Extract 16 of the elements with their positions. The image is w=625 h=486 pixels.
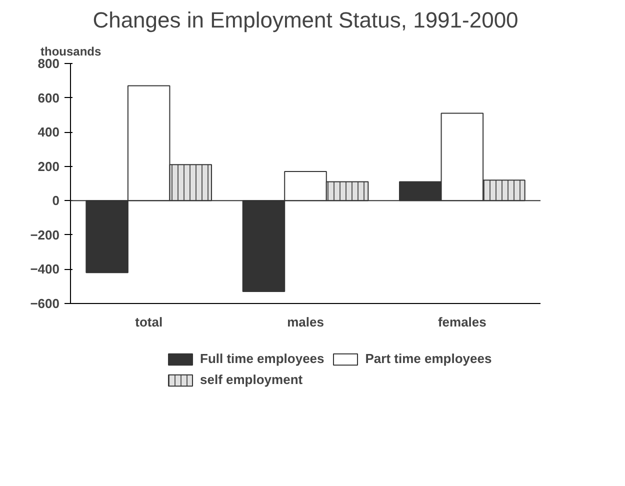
y-tick-label: −600 [30,296,60,311]
chart-title: Changes in Employment Status, 1991-2000 [92,8,518,32]
legend-label: self employment [200,372,303,387]
y-tick-label: 0 [52,193,60,208]
y-tick-label: 200 [38,158,60,174]
y-axis-title: thousands [40,44,102,58]
y-tick-label: 800 [38,56,60,71]
y-tick-label: 600 [38,90,60,106]
x-tick-label: total [135,314,163,330]
x-tick-label: females [438,314,486,330]
x-tick-label: males [287,314,324,330]
y-tick-label: −400 [30,262,60,277]
y-tick-label: −200 [30,227,60,242]
legend-label: Part time employees [365,351,492,366]
legend-label: Full time employees [200,351,324,366]
y-tick-label: 400 [38,124,60,140]
